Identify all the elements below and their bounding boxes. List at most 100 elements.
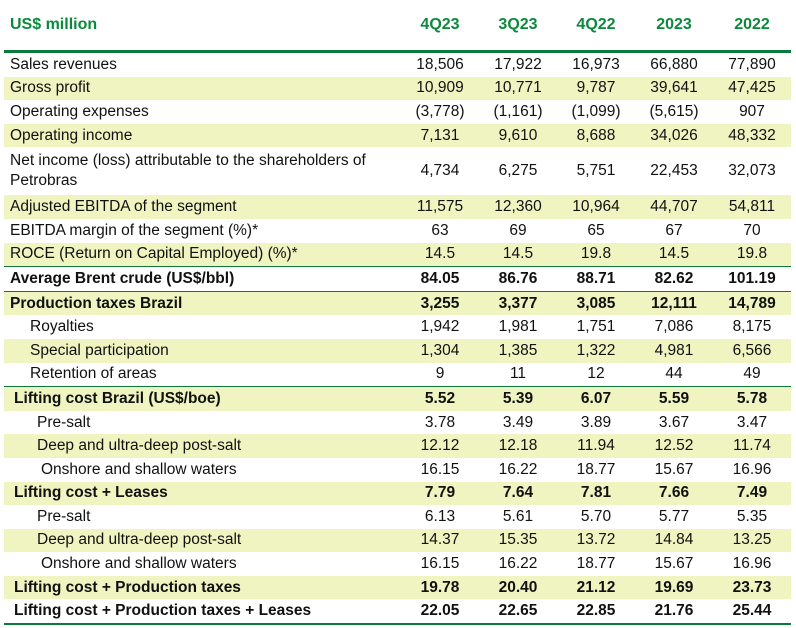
cell-value: 5.61 (502, 507, 534, 525)
cell-value: 66,880 (650, 55, 698, 73)
cell-value: 21.76 (635, 599, 713, 626)
cell-value: 25.44 (713, 599, 791, 626)
cell-value: 12 (557, 362, 635, 388)
column-header: 3Q23 (479, 0, 557, 53)
cell-value: 907 (739, 102, 765, 120)
cell-value: 5,751 (576, 162, 616, 180)
table-row: Operating expenses (3,778) (1,161) (1,099) (… (4, 100, 791, 124)
cell-value: 44 (635, 362, 713, 388)
cell-value: 5.70 (580, 507, 612, 525)
cell-value: 1,322 (557, 338, 635, 363)
table-row: Deep and ultra-deep post-salt 14.37 15.35 1… (4, 528, 791, 553)
cell-value: 39,641 (635, 76, 713, 101)
table-row: Lifting cost + Production taxes 19.78 20.4… (4, 575, 791, 600)
cell-value: 10,964 (557, 195, 635, 219)
table-row: Production taxes Brazil 3,255 3,377 3,085 12… (4, 291, 791, 316)
cell-value: 8,175 (732, 318, 772, 336)
row-label: Pre-salt (37, 507, 91, 525)
financial-table: US$ million 4Q23 3Q23 4Q22 2023 2022 Sal… (4, 0, 791, 626)
table-row: Lifting cost + Leases 7.79 7.64 7.81 7.66 7.4… (4, 481, 791, 506)
row-label: Operating expenses (10, 102, 149, 120)
cell-value: 3,085 (557, 291, 635, 316)
cell-value: 18.77 (576, 460, 616, 478)
cell-value: 6,566 (713, 338, 791, 363)
cell-value: 5.78 (713, 386, 791, 411)
row-label: Production taxes Brazil (4, 291, 401, 316)
cell-value: 22.05 (401, 599, 479, 626)
cell-value: 18.77 (576, 555, 616, 573)
cell-value: 7.49 (713, 481, 791, 506)
cell-value: 11 (479, 362, 557, 388)
cell-value: 47,425 (713, 76, 791, 101)
cell-value: 86.76 (479, 266, 557, 292)
unit-header: US$ million (4, 0, 401, 53)
cell-value: 12,111 (635, 291, 713, 316)
table-row: Gross profit 10,909 10,771 9,787 39,641 47,42… (4, 76, 791, 101)
row-label: Retention of areas (4, 362, 401, 388)
cell-value: 70 (743, 221, 761, 239)
cell-value: 7.79 (401, 481, 479, 506)
column-header: 4Q23 (401, 0, 479, 53)
cell-value: 16.96 (732, 555, 772, 573)
cell-value: 11,575 (401, 195, 479, 219)
cell-value: 16.22 (498, 460, 538, 478)
row-label: Lifting cost Brazil (US$/boe) (4, 386, 401, 411)
cell-value: 63 (431, 221, 449, 239)
cell-value: 12.12 (401, 434, 479, 458)
row-label: Royalties (30, 318, 94, 336)
cell-value: 10,909 (401, 76, 479, 101)
cell-value: 7,086 (654, 318, 694, 336)
row-label: Pre-salt (37, 413, 91, 431)
row-label: Average Brent crude (US$/bbl) (4, 266, 401, 292)
cell-value: 15.35 (479, 528, 557, 553)
cell-value: 19.8 (713, 242, 791, 268)
row-label: Special participation (4, 338, 401, 363)
cell-value: 44,707 (635, 195, 713, 219)
table-row: Onshore and shallow waters 16.15 16.22 18.7… (4, 458, 791, 482)
cell-value: 54,811 (713, 195, 791, 219)
row-label: Gross profit (4, 76, 401, 101)
cell-value: 12.52 (635, 434, 713, 458)
cell-value: 21.12 (557, 575, 635, 600)
row-label: Onshore and shallow waters (41, 555, 237, 573)
cell-value: 9,787 (557, 76, 635, 101)
cell-value: (3,778) (415, 102, 465, 120)
cell-value: 22.65 (479, 599, 557, 626)
cell-value: 6.07 (557, 386, 635, 411)
cell-value: 14.84 (635, 528, 713, 553)
table-row: Pre-salt 3.78 3.49 3.89 3.67 3.47 (4, 411, 791, 435)
cell-value: 7.66 (635, 481, 713, 506)
cell-value: 17,922 (494, 55, 542, 73)
cell-value: 6.13 (424, 507, 456, 525)
cell-value: 16.96 (732, 460, 772, 478)
cell-value: 48,332 (713, 123, 791, 148)
cell-value: 5.59 (635, 386, 713, 411)
cell-value: 16,973 (572, 55, 620, 73)
table-row: Pre-salt 6.13 5.61 5.70 5.77 5.35 (4, 505, 791, 529)
table-row: Lifting cost Brazil (US$/boe) 5.52 5.39 6.0… (4, 386, 791, 411)
cell-value: 3,255 (401, 291, 479, 316)
financial-table-container: US$ million 4Q23 3Q23 4Q22 2023 2022 Sal… (4, 0, 791, 626)
cell-value: 4,981 (635, 338, 713, 363)
row-label: Deep and ultra-deep post-salt (4, 528, 401, 553)
table-row: Sales revenues 18,506 17,922 16,973 66,880 77… (4, 52, 791, 77)
row-label: Deep and ultra-deep post-salt (4, 434, 401, 458)
table-row: Deep and ultra-deep post-salt 12.12 12.18 1… (4, 434, 791, 458)
cell-value: 13.72 (557, 528, 635, 553)
cell-value: 14.5 (401, 242, 479, 268)
cell-value: 32,073 (728, 162, 776, 180)
cell-value: 82.62 (635, 266, 713, 292)
cell-value: 16.15 (420, 555, 460, 573)
row-label: Lifting cost + Production taxes (4, 575, 401, 600)
cell-value: 3.78 (424, 413, 456, 431)
cell-value: 14.37 (401, 528, 479, 553)
row-label: Sales revenues (10, 55, 117, 73)
table-row: Royalties 1,942 1,981 1,751 7,086 8,175 (4, 315, 791, 339)
cell-value: 16.15 (420, 460, 460, 478)
cell-value: 3.89 (580, 413, 612, 431)
table-row: Lifting cost + Production taxes + Leases… (4, 599, 791, 626)
cell-value: 11.94 (557, 434, 635, 458)
cell-value: 15.67 (654, 555, 694, 573)
table-row: Adjusted EBITDA of the segment 11,575 12,3… (4, 195, 791, 219)
cell-value: 5.39 (479, 386, 557, 411)
